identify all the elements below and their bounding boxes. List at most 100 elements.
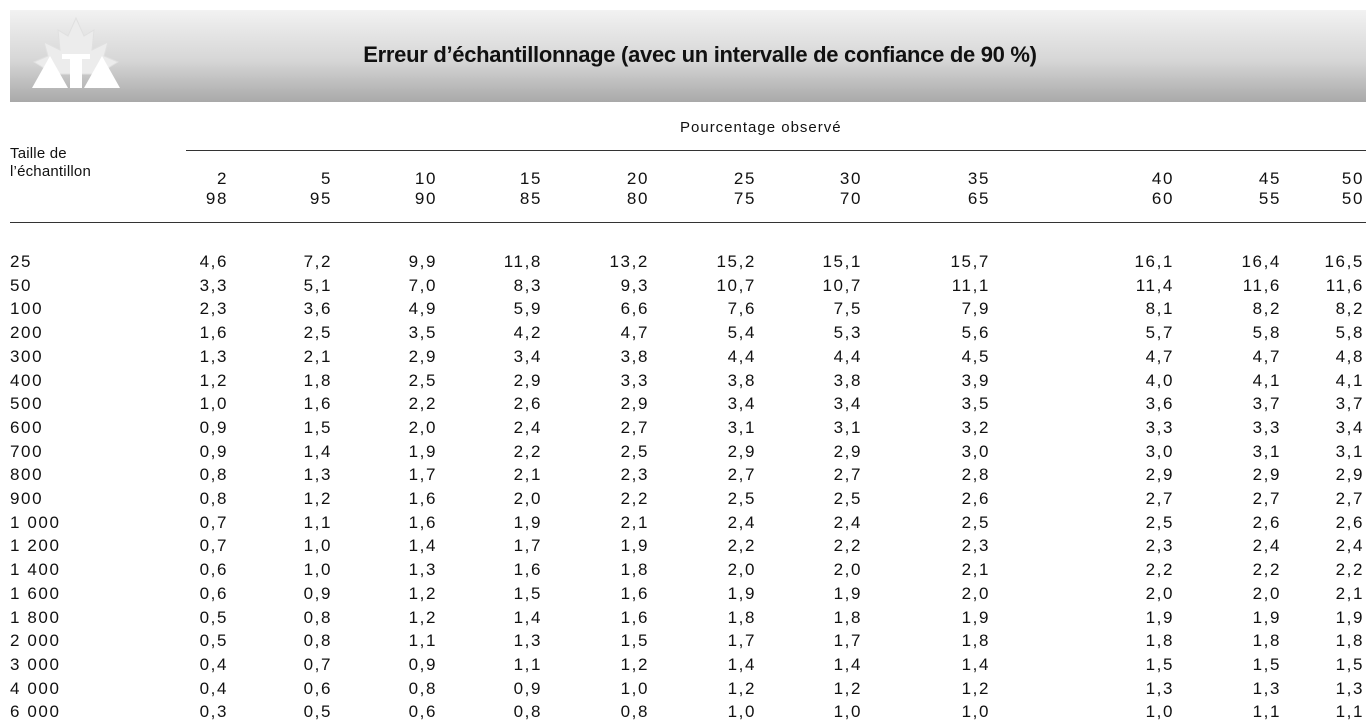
cell: 1,2 — [199, 370, 228, 390]
cell: 2,5 — [727, 489, 756, 508]
cell: 0,5 — [303, 702, 332, 722]
cell: 1,8 — [620, 560, 649, 580]
cell: 6,6 — [620, 299, 649, 319]
cell: 4,9 — [408, 299, 437, 319]
cell: 5,8 — [1252, 323, 1281, 343]
row-label: 400 — [10, 370, 44, 390]
cell: 2,2 — [727, 536, 756, 556]
cell: 2,4 — [1335, 536, 1364, 556]
cell: 3,1 — [1335, 441, 1364, 461]
cell: 2,2 — [1252, 560, 1281, 580]
cell: 0,6 — [199, 583, 228, 603]
cell: 1,8 — [727, 607, 756, 627]
cell: 3,3 — [620, 370, 649, 390]
cell: 3,4 — [833, 394, 862, 414]
cell: 3,7 — [1252, 394, 1281, 414]
cell: 1,2 — [620, 654, 649, 674]
cell: 1,9 — [961, 607, 990, 627]
cell: 1,7 — [513, 536, 542, 556]
cell: 0,5 — [199, 631, 228, 651]
cell: 2,3 — [620, 465, 649, 485]
cell: 16,5 — [1324, 252, 1364, 271]
cell: 3,3 — [199, 275, 228, 295]
cell: 5,4 — [727, 323, 756, 343]
cell: 1,0 — [961, 702, 990, 722]
cell: 1,0 — [833, 702, 862, 722]
cell: 0,9 — [199, 417, 228, 437]
cell: 1,0 — [1145, 702, 1174, 722]
column-header: 10 — [414, 169, 437, 188]
cell: 1,3 — [513, 631, 542, 651]
cell: 3,4 — [727, 394, 756, 414]
cell: 1,0 — [727, 702, 756, 722]
logo — [32, 16, 120, 88]
cell: 9,9 — [408, 252, 437, 271]
column-header: 50 — [1341, 189, 1364, 208]
cell: 2,3 — [961, 536, 990, 556]
row-label: 25 — [10, 252, 33, 271]
cell: 1,0 — [199, 394, 228, 414]
column-header: 70 — [839, 189, 862, 208]
cell: 1,9 — [1145, 607, 1174, 627]
cell: 2,0 — [727, 560, 756, 580]
column-header: 90 — [414, 189, 437, 208]
cell: 11,6 — [1242, 275, 1281, 295]
cell: 1,1 — [1335, 702, 1364, 722]
row-label: 100 — [10, 299, 44, 319]
cell: 7,9 — [961, 299, 990, 319]
cell: 4,4 — [833, 346, 862, 366]
cell: 3,1 — [727, 417, 756, 437]
row-label: 900 — [10, 489, 44, 508]
cell: 15,1 — [822, 252, 862, 271]
cell: 2,1 — [513, 465, 542, 485]
cell: 2,7 — [727, 465, 756, 485]
cell: 0,8 — [303, 631, 332, 651]
cell: 2,0 — [833, 560, 862, 580]
cell: 2,7 — [620, 417, 649, 437]
cell: 1,1 — [408, 631, 437, 651]
cell: 5,1 — [303, 275, 332, 295]
cell: 0,9 — [199, 441, 228, 461]
cell: 1,4 — [303, 441, 332, 461]
cell: 1,2 — [408, 583, 437, 603]
cell: 2,9 — [408, 346, 437, 366]
column-header: 65 — [967, 189, 990, 208]
cell: 1,8 — [1252, 631, 1281, 651]
cell: 3,3 — [1145, 417, 1174, 437]
cell: 1,9 — [727, 583, 756, 603]
cell: 1,5 — [1252, 654, 1281, 674]
cell: 1,9 — [620, 536, 649, 556]
cell: 2,4 — [513, 417, 542, 437]
cell: 1,2 — [833, 678, 862, 698]
cell: 1,6 — [620, 583, 649, 603]
cell: 1,9 — [833, 583, 862, 603]
cell: 0,8 — [408, 678, 437, 698]
cell: 0,8 — [199, 465, 228, 485]
cell: 2,2 — [620, 489, 649, 508]
cell: 3,3 — [1252, 417, 1281, 437]
cell: 1,9 — [408, 441, 437, 461]
group-header: Pourcentage observé — [680, 119, 842, 136]
cell: 2,7 — [1145, 489, 1174, 508]
cell: 4,4 — [727, 346, 756, 366]
cell: 1,1 — [513, 654, 542, 674]
cell: 1,6 — [620, 607, 649, 627]
cell: 2,8 — [961, 465, 990, 485]
column-header: 5 — [320, 169, 332, 188]
cell: 4,6 — [199, 252, 228, 271]
cell: 0,5 — [199, 607, 228, 627]
cell: 5,6 — [961, 323, 990, 343]
cell: 1,6 — [408, 512, 437, 532]
cell: 1,1 — [303, 512, 332, 532]
row-label: 1 000 — [10, 512, 61, 532]
cell: 2,2 — [1145, 560, 1174, 580]
cell: 1,4 — [833, 654, 862, 674]
cell: 2,3 — [199, 299, 228, 319]
cell: 2,0 — [961, 583, 990, 603]
cell: 2,6 — [961, 489, 990, 508]
row-label: 800 — [10, 465, 44, 485]
cell: 1,2 — [303, 489, 332, 508]
cell: 2,9 — [1335, 465, 1364, 485]
cell: 4,7 — [620, 323, 649, 343]
